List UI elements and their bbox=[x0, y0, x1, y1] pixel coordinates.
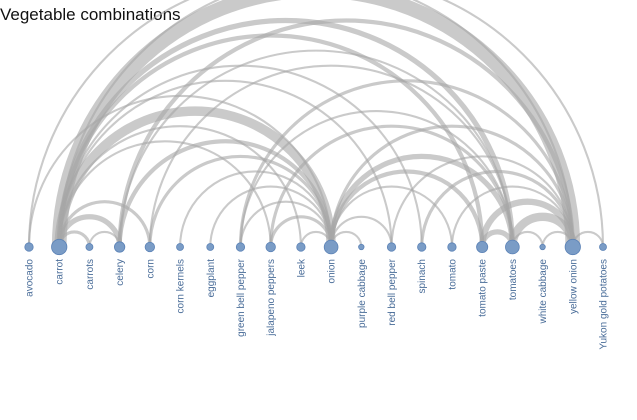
node-yellow-onion[interactable] bbox=[564, 238, 581, 256]
link-tomato-yellow-onion bbox=[450, 185, 574, 248]
node-jalapeno-peppers[interactable] bbox=[265, 241, 276, 253]
link-corn-kernels-onion bbox=[179, 170, 333, 248]
node-red-bell-pepper[interactable] bbox=[386, 242, 397, 252]
node-label-carrot: carrot bbox=[55, 259, 66, 285]
link-onion-tomato-paste bbox=[329, 169, 485, 248]
node-tomatoes[interactable] bbox=[505, 239, 520, 255]
node-label-spinach: spinach bbox=[417, 259, 428, 293]
node-yukon-gold-potatoes[interactable] bbox=[599, 243, 607, 251]
link-carrot-corn bbox=[57, 200, 152, 248]
nodes-layer bbox=[24, 238, 607, 256]
link-eggplant-onion bbox=[209, 185, 333, 248]
link-green-bell-pepper-tomatoes bbox=[239, 110, 514, 248]
node-label-jalapeno-peppers: jalapeno peppers bbox=[266, 259, 277, 337]
link-onion-yellow-onion bbox=[329, 124, 575, 248]
node-label-avocado: avocado bbox=[25, 259, 36, 297]
node-label-celery: celery bbox=[115, 259, 126, 286]
node-corn[interactable] bbox=[144, 241, 155, 253]
labels-layer: avocado carrot carrots celery corn corn kerne… bbox=[25, 258, 610, 350]
node-white-cabbage[interactable] bbox=[539, 243, 546, 251]
node-purple-cabbage[interactable] bbox=[358, 243, 365, 251]
links-layer bbox=[27, 0, 605, 248]
node-label-tomato-paste: tomato paste bbox=[478, 259, 489, 317]
node-label-eggplant: eggplant bbox=[206, 259, 217, 298]
node-label-green-bell-pepper: green bell pepper bbox=[236, 258, 247, 337]
node-eggplant[interactable] bbox=[206, 243, 215, 251]
link-carrots-celery bbox=[88, 230, 121, 248]
link-corn-onion bbox=[148, 154, 333, 248]
node-corn-kernels[interactable] bbox=[176, 243, 184, 251]
node-onion[interactable] bbox=[323, 239, 339, 255]
link-jalapeno-peppers-onion bbox=[269, 215, 333, 248]
node-carrot[interactable] bbox=[51, 238, 68, 256]
link-avocado-yellow-onion bbox=[27, 0, 574, 248]
link-avocado-onion bbox=[27, 95, 333, 248]
link-carrot-tomato-paste bbox=[57, 33, 485, 248]
node-label-carrots: carrots bbox=[85, 259, 96, 290]
node-label-yukon-gold-potatoes: Yukon gold potatoes bbox=[599, 259, 610, 350]
node-label-purple-cabbage: purple cabbage bbox=[357, 259, 368, 328]
node-label-onion: onion bbox=[327, 259, 338, 283]
chart-title: Vegetable combinations bbox=[0, 5, 181, 24]
node-tomato[interactable] bbox=[447, 242, 457, 252]
link-carrot-onion bbox=[54, 106, 336, 248]
node-label-leek: leek bbox=[296, 258, 307, 277]
node-avocado[interactable] bbox=[24, 242, 34, 252]
link-tomato-paste-yellow-onion bbox=[479, 198, 576, 248]
link-carrot-jalapeno-peppers bbox=[58, 140, 272, 248]
link-carrot-yukon-gold-potatoes bbox=[58, 0, 605, 248]
link-jalapeno-peppers-tomatoes bbox=[269, 124, 514, 248]
node-spinach[interactable] bbox=[417, 242, 427, 252]
link-onion-red-bell-pepper bbox=[330, 215, 393, 248]
node-green-bell-pepper[interactable] bbox=[235, 242, 246, 252]
node-label-corn-kernels: corn kernels bbox=[176, 259, 187, 313]
link-carrot-leek bbox=[58, 125, 302, 248]
link-onion-tomato bbox=[330, 185, 453, 248]
link-red-bell-pepper-yellow-onion bbox=[390, 155, 574, 248]
node-tomato-paste[interactable] bbox=[476, 240, 489, 254]
link-carrot-red-bell-pepper bbox=[58, 80, 393, 248]
node-label-white-cabbage: white cabbage bbox=[538, 259, 549, 325]
link-green-bell-pepper-onion bbox=[239, 200, 333, 248]
node-label-tomato: tomato bbox=[447, 259, 458, 290]
node-label-yellow-onion: yellow onion bbox=[568, 259, 579, 314]
node-label-tomatoes: tomatoes bbox=[508, 259, 519, 300]
link-corn-tomatoes bbox=[148, 64, 514, 248]
link-celery-yellow-onion bbox=[117, 18, 575, 248]
node-celery[interactable] bbox=[114, 241, 126, 253]
node-label-corn: corn bbox=[145, 259, 156, 278]
node-label-red-bell-pepper: red bell pepper bbox=[387, 258, 398, 325]
node-carrots[interactable] bbox=[85, 243, 94, 251]
node-leek[interactable] bbox=[296, 242, 306, 252]
link-celery-onion bbox=[117, 139, 334, 248]
